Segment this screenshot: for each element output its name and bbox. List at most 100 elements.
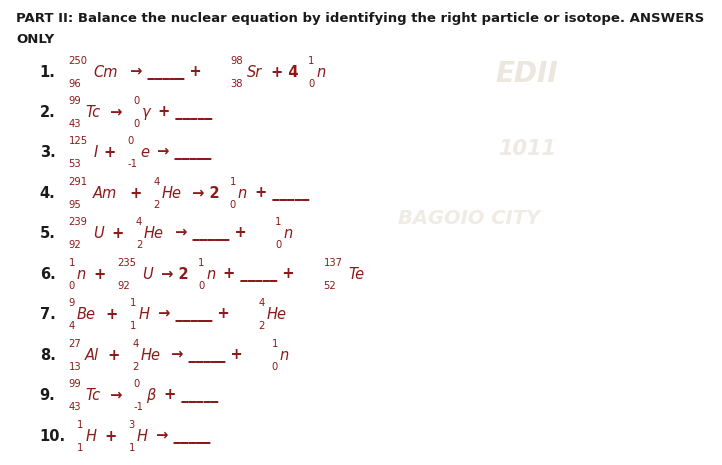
Text: + _____ +: + _____ + — [218, 267, 300, 282]
Text: → _____: → _____ — [152, 146, 212, 160]
Text: 0: 0 — [198, 281, 204, 291]
Text: -1: -1 — [128, 159, 138, 169]
Text: →: → — [105, 105, 127, 120]
Text: 1: 1 — [130, 299, 136, 308]
Text: +: + — [89, 267, 111, 282]
Text: → _____: → _____ — [151, 429, 210, 444]
Text: U: U — [93, 226, 104, 241]
Text: 3.: 3. — [40, 146, 56, 160]
Text: 7.: 7. — [40, 307, 56, 322]
Text: 43: 43 — [69, 402, 81, 412]
Text: 6.: 6. — [40, 267, 56, 282]
Text: 10.: 10. — [40, 429, 66, 444]
Text: n: n — [284, 226, 293, 241]
Text: 1: 1 — [275, 218, 282, 227]
Text: 2: 2 — [154, 200, 160, 210]
Text: 0: 0 — [134, 379, 140, 389]
Text: 13: 13 — [69, 362, 81, 372]
Text: 1: 1 — [69, 258, 75, 268]
Text: 4: 4 — [132, 339, 139, 349]
Text: 4.: 4. — [40, 186, 56, 201]
Text: 0: 0 — [134, 119, 140, 129]
Text: +: + — [101, 307, 123, 322]
Text: 43: 43 — [69, 119, 81, 129]
Text: EDII: EDII — [496, 60, 558, 88]
Text: n: n — [238, 186, 247, 201]
Text: Al: Al — [85, 348, 99, 363]
Text: 5.: 5. — [40, 226, 56, 241]
Text: 95: 95 — [69, 200, 82, 210]
Text: Tc: Tc — [85, 105, 100, 120]
Text: 1011: 1011 — [498, 139, 556, 159]
Text: e: e — [141, 146, 149, 160]
Text: I: I — [93, 146, 97, 160]
Text: Te: Te — [348, 267, 364, 282]
Text: 0: 0 — [134, 96, 140, 106]
Text: ONLY: ONLY — [16, 33, 54, 46]
Text: n: n — [77, 267, 86, 282]
Text: 0: 0 — [69, 281, 75, 291]
Text: He: He — [266, 307, 287, 322]
Text: 235: 235 — [118, 258, 136, 268]
Text: 27: 27 — [69, 339, 82, 349]
Text: Cm: Cm — [93, 65, 118, 80]
Text: 125: 125 — [69, 137, 87, 146]
Text: + _____: + _____ — [153, 105, 212, 120]
Text: γ: γ — [142, 105, 150, 120]
Text: Sr: Sr — [246, 65, 262, 80]
Text: n: n — [316, 65, 326, 80]
Text: H: H — [85, 429, 97, 444]
Text: 0: 0 — [275, 240, 282, 250]
Text: 98: 98 — [230, 56, 243, 66]
Text: +: + — [103, 348, 126, 363]
Text: H: H — [136, 429, 148, 444]
Text: 1: 1 — [308, 56, 315, 66]
Text: → _____ +: → _____ + — [152, 307, 235, 322]
Text: 1: 1 — [130, 321, 136, 331]
Text: 0: 0 — [308, 79, 314, 88]
Text: Am: Am — [93, 186, 118, 201]
Text: 96: 96 — [69, 79, 82, 88]
Text: 4: 4 — [258, 299, 264, 308]
Text: BAGOIO CITY: BAGOIO CITY — [399, 209, 540, 228]
Text: 0: 0 — [230, 200, 236, 210]
Text: -1: -1 — [134, 402, 144, 412]
Text: →: → — [105, 388, 127, 403]
Text: 1: 1 — [271, 339, 278, 349]
Text: He: He — [140, 348, 160, 363]
Text: β: β — [147, 388, 156, 403]
Text: n: n — [206, 267, 216, 282]
Text: +: + — [125, 186, 147, 201]
Text: U: U — [142, 267, 153, 282]
Text: 1: 1 — [230, 177, 236, 187]
Text: 92: 92 — [118, 281, 131, 291]
Text: → _____ +: → _____ + — [170, 226, 252, 241]
Text: He: He — [144, 226, 164, 241]
Text: Tc: Tc — [85, 388, 100, 403]
Text: 9.: 9. — [40, 388, 56, 403]
Text: 4: 4 — [154, 177, 160, 187]
Text: 99: 99 — [69, 379, 82, 389]
Text: 0: 0 — [128, 137, 134, 146]
Text: 52: 52 — [323, 281, 336, 291]
Text: 4: 4 — [69, 321, 75, 331]
Text: 137: 137 — [323, 258, 343, 268]
Text: H: H — [139, 307, 149, 322]
Text: 2: 2 — [136, 240, 142, 250]
Text: +: + — [107, 226, 129, 241]
Text: → _____ +: → _____ + — [125, 65, 206, 80]
Text: 1: 1 — [198, 258, 204, 268]
Text: 2: 2 — [132, 362, 139, 372]
Text: n: n — [280, 348, 289, 363]
Text: +: + — [99, 146, 121, 160]
Text: + _____: + _____ — [250, 186, 309, 201]
Text: 2.: 2. — [40, 105, 56, 120]
Text: 38: 38 — [230, 79, 243, 88]
Text: 4: 4 — [136, 218, 142, 227]
Text: → _____ +: → _____ + — [166, 348, 248, 363]
Text: Be: Be — [77, 307, 96, 322]
Text: 99: 99 — [69, 96, 82, 106]
Text: 250: 250 — [69, 56, 87, 66]
Text: PART II: Balance the nuclear equation by identifying the right particle or isoto: PART II: Balance the nuclear equation by… — [16, 12, 704, 25]
Text: + _____: + _____ — [159, 388, 218, 403]
